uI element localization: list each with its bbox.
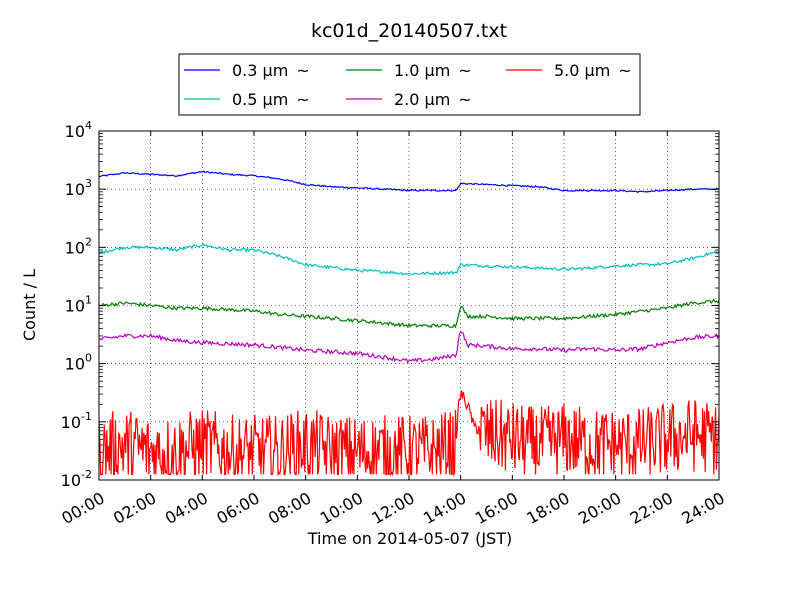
grid-lines xyxy=(99,131,719,480)
legend-label: 0.3 μm ~ xyxy=(232,61,310,80)
series-line xyxy=(98,390,720,477)
chart-legend: 0.3 μm ~ 0.5 μm ~ 1.0 μm ~ 2.0 μm ~ 5.0 μm ~ xyxy=(178,53,641,116)
legend-label: 0.5 μm ~ xyxy=(232,90,310,109)
series-line xyxy=(98,170,720,193)
series-line xyxy=(98,298,720,329)
y-axis-label: Count / L xyxy=(20,269,39,341)
y-tick-label: 10-2 xyxy=(61,468,92,490)
y-tick-label: 101 xyxy=(65,294,92,316)
y-tick-label: 104 xyxy=(65,119,92,141)
chart-title: kc01d_20140507.txt xyxy=(311,20,507,42)
y-tick-label: 102 xyxy=(65,235,92,257)
series-line xyxy=(99,330,720,364)
legend-label: 5.0 μm ~ xyxy=(554,61,632,80)
legend-label: 2.0 μm ~ xyxy=(394,90,472,109)
y-tick-label: 100 xyxy=(65,352,92,374)
y-tick-label: 10-1 xyxy=(61,410,92,432)
legend-box xyxy=(178,53,641,116)
legend-label: 1.0 μm ~ xyxy=(394,61,472,80)
x-axis-label: Time on 2014-05-07 (JST) xyxy=(307,529,512,548)
series-lines xyxy=(98,170,720,477)
y-tick-label: 103 xyxy=(65,177,92,199)
series-line xyxy=(98,243,720,276)
